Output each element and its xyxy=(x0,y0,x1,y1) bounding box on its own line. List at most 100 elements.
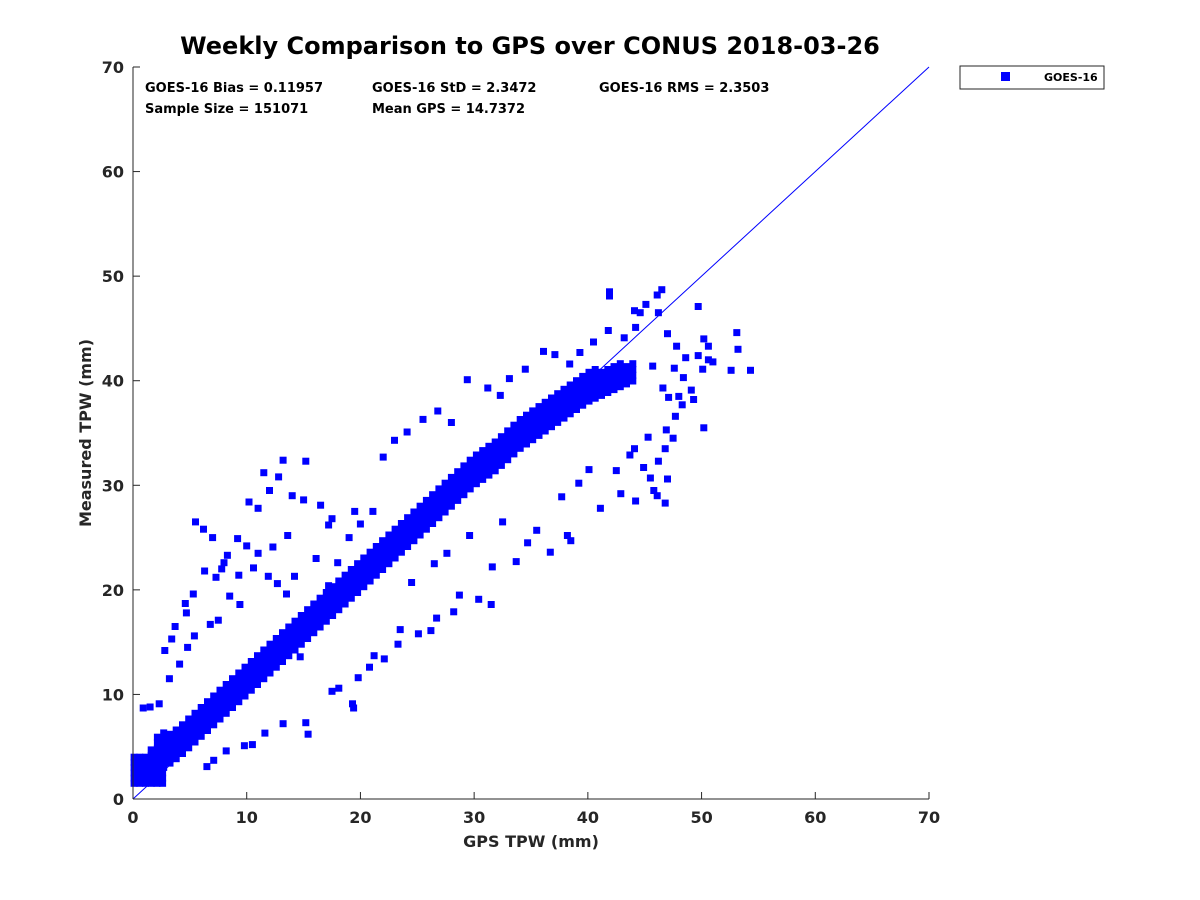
data-point xyxy=(159,764,167,772)
data-point xyxy=(241,675,249,683)
data-point xyxy=(410,520,418,527)
data-point xyxy=(197,721,205,729)
data-point xyxy=(190,632,198,640)
data-point xyxy=(653,492,661,500)
data-point xyxy=(516,444,524,452)
axis-ticks: 0 10 20 30 40 50 60 70 0 10 20 30 40 50 60 70 xyxy=(102,58,940,827)
data-point xyxy=(176,660,184,668)
data-point xyxy=(379,560,387,568)
data-point xyxy=(181,600,189,607)
data-point xyxy=(279,456,287,464)
data-point xyxy=(241,663,249,671)
data-point xyxy=(443,549,451,557)
data-point xyxy=(153,758,161,766)
data-point xyxy=(191,721,199,729)
data-point xyxy=(272,652,280,660)
data-point xyxy=(260,658,268,665)
data-point xyxy=(354,560,362,568)
data-point xyxy=(404,514,412,522)
data-point xyxy=(304,606,312,614)
data-point xyxy=(185,715,193,723)
data-point xyxy=(191,727,199,734)
data-point xyxy=(727,366,735,374)
data-point xyxy=(450,608,458,616)
data-point xyxy=(447,479,455,487)
data-point xyxy=(529,418,537,426)
data-point xyxy=(626,451,634,459)
data-point xyxy=(576,349,584,356)
data-point xyxy=(142,753,149,761)
data-point xyxy=(679,374,687,382)
data-point xyxy=(222,692,230,700)
data-point xyxy=(192,518,199,526)
data-point xyxy=(229,675,236,683)
data-point xyxy=(598,380,605,388)
data-point xyxy=(248,741,256,749)
data-point xyxy=(429,491,437,499)
legend-marker-goes16 xyxy=(1001,72,1010,81)
data-point xyxy=(410,514,418,522)
data-point xyxy=(260,652,268,660)
data-point xyxy=(372,543,380,550)
data-point xyxy=(254,549,262,557)
data-point xyxy=(209,534,217,542)
data-point xyxy=(548,394,555,402)
data-point xyxy=(212,573,220,581)
data-point xyxy=(272,635,280,642)
x-tick-label: 50 xyxy=(690,808,712,827)
data-point xyxy=(210,704,218,711)
data-point xyxy=(598,368,605,376)
data-point xyxy=(197,704,205,711)
data-point xyxy=(243,542,251,550)
data-point xyxy=(226,592,234,600)
data-point xyxy=(491,444,499,452)
data-point xyxy=(504,444,512,452)
data-point xyxy=(610,368,618,376)
data-point xyxy=(585,380,593,388)
data-point xyxy=(516,433,524,441)
data-point xyxy=(325,582,333,590)
data-point xyxy=(485,465,493,473)
data-point xyxy=(266,663,274,671)
data-point xyxy=(354,674,362,682)
data-point xyxy=(379,537,387,545)
data-point xyxy=(297,623,305,631)
data-point xyxy=(585,466,593,474)
data-point xyxy=(397,543,405,550)
x-tick-label: 70 xyxy=(918,808,940,827)
data-point xyxy=(612,467,620,475)
data-point xyxy=(516,416,524,423)
data-point xyxy=(521,365,529,373)
data-point xyxy=(491,455,499,463)
data-point xyxy=(629,377,637,385)
data-point xyxy=(291,629,299,637)
data-point xyxy=(261,729,269,737)
data-point xyxy=(304,617,312,625)
data-point xyxy=(316,594,324,602)
data-point xyxy=(191,709,199,717)
data-point xyxy=(472,463,480,470)
data-point xyxy=(159,753,167,761)
data-point xyxy=(166,736,174,744)
data-point xyxy=(479,464,487,472)
data-point xyxy=(300,496,308,504)
data-point xyxy=(629,360,637,368)
legend: GOES-16 xyxy=(959,65,1105,90)
data-point xyxy=(136,779,144,787)
data-point xyxy=(172,749,180,757)
data-point xyxy=(266,646,274,654)
data-point xyxy=(347,571,355,579)
data-point xyxy=(310,612,318,619)
data-point xyxy=(479,458,487,466)
data-point xyxy=(153,733,161,741)
data-point xyxy=(185,738,193,746)
data-point xyxy=(447,419,455,426)
data-point xyxy=(354,566,362,573)
data-point xyxy=(499,518,507,526)
data-point xyxy=(354,583,362,591)
data-point xyxy=(662,426,670,434)
data-point xyxy=(260,646,268,654)
data-point xyxy=(510,427,518,435)
data-point xyxy=(579,395,587,403)
x-tick-label: 40 xyxy=(577,808,599,827)
